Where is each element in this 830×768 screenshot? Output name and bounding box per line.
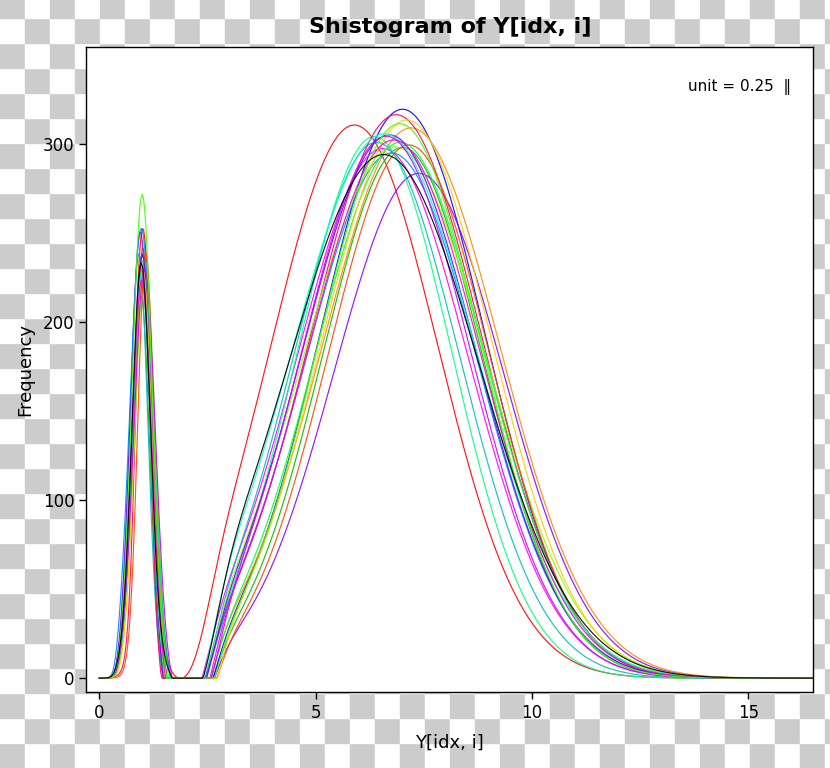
Text: unit = 0.25  ‖: unit = 0.25 ‖ bbox=[688, 79, 792, 95]
X-axis label: Y[idx, i]: Y[idx, i] bbox=[416, 733, 484, 751]
Y-axis label: Frequency: Frequency bbox=[17, 323, 35, 416]
Title: Shistogram of Y[idx, i]: Shistogram of Y[idx, i] bbox=[309, 17, 591, 37]
